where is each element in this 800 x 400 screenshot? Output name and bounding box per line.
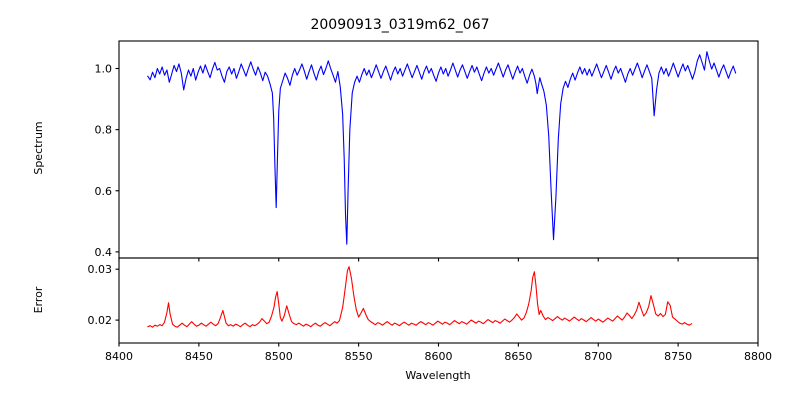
- y-tick-label: 0.8: [95, 124, 113, 137]
- y-axis-label-spectrum: Spectrum: [32, 121, 45, 174]
- error-data-line: [147, 266, 693, 328]
- spectrum-data-line: [147, 51, 737, 245]
- y-tick-label: 0.03: [88, 263, 113, 276]
- spectrum-panel: 0.4 0.6 0.8 1.0: [95, 40, 759, 262]
- y-tick-label: 0.02: [88, 314, 113, 327]
- error-tick-group: [115, 268, 759, 347]
- x-tick-label: 8800: [744, 350, 772, 363]
- spectrum-ytick-labels: 0.4 0.6 0.8 1.0: [95, 63, 113, 259]
- x-tick-label: 8650: [504, 350, 532, 363]
- page-title: 20090913_0319m62_067: [310, 17, 489, 33]
- error-panel: 0.02 0.03 8400 8450 8500 8550 8600 8650 8700 8750…: [88, 257, 773, 363]
- error-tick-labels: 0.02 0.03 8400 8450 8500 8550 8600 8650 8700 8750…: [88, 263, 773, 363]
- x-axis-label: Wavelength: [405, 369, 470, 382]
- x-tick-label: 8450: [185, 350, 213, 363]
- y-tick-label: 1.0: [95, 63, 113, 76]
- error-plot-frame: [118, 257, 759, 344]
- x-tick-label: 8400: [105, 350, 133, 363]
- x-tick-label: 8500: [265, 350, 293, 363]
- y-tick-label: 0.4: [95, 246, 113, 259]
- x-tick-label: 8700: [584, 350, 612, 363]
- x-tick-label: 8550: [345, 350, 373, 363]
- x-tick-label: 8600: [425, 350, 453, 363]
- x-tick-label: 8750: [664, 350, 692, 363]
- y-tick-label: 0.6: [95, 185, 113, 198]
- spectrum-tick-group: [115, 67, 759, 262]
- y-axis-label-error: Error: [32, 286, 45, 313]
